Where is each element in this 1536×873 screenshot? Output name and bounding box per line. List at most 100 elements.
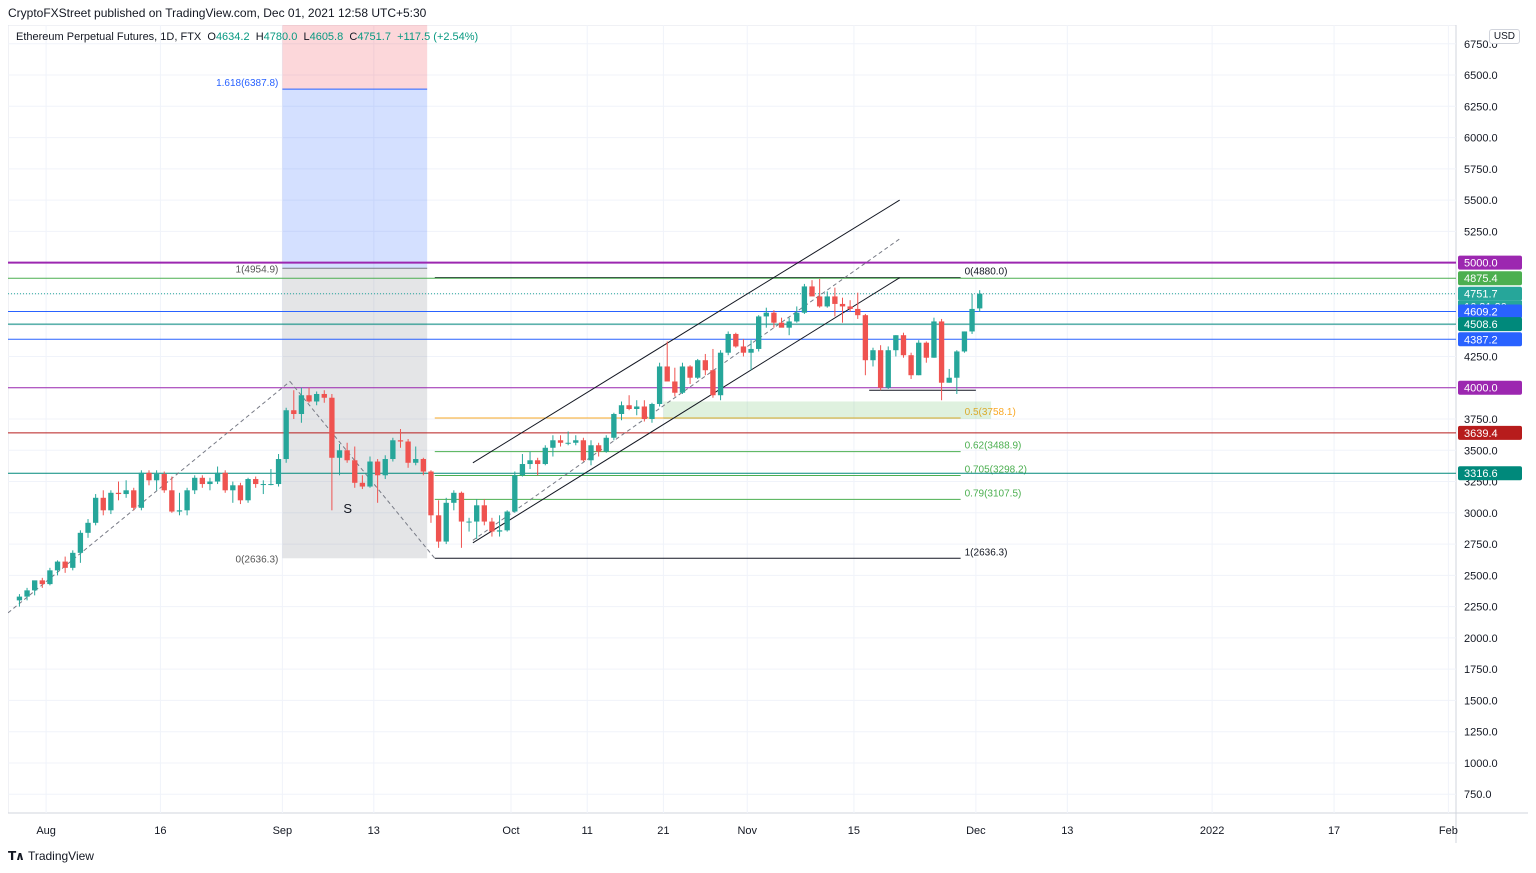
candle-body: [687, 366, 693, 378]
candle-body: [458, 492, 465, 522]
candle-body: [679, 366, 686, 393]
candle-body: [443, 502, 449, 542]
candle-body: [222, 472, 228, 491]
candle-body: [275, 459, 282, 485]
price-badge-label: 5000.0: [1464, 258, 1498, 270]
candle-body: [169, 490, 175, 512]
ohlc-header: Ethereum Perpetual Futures, 1D, FTX O463…: [16, 31, 478, 43]
candle-body: [710, 370, 716, 396]
price-badge: [1458, 286, 1522, 301]
candle-body: [306, 395, 312, 402]
candle-body: [557, 440, 564, 443]
candle-body: [855, 308, 861, 316]
candle-body: [969, 308, 975, 332]
candle-body: [108, 492, 114, 511]
candle-body: [77, 532, 84, 553]
candle-body: [603, 437, 609, 452]
y-tick-label: 1750.0: [1464, 664, 1498, 676]
candle-body: [908, 355, 914, 376]
trend-line-dashed: [289, 381, 436, 559]
candle-body: [641, 406, 648, 419]
candle-body: [85, 522, 91, 533]
currency-badge[interactable]: USD: [1488, 29, 1520, 44]
price-badge-label: 4387.2: [1464, 334, 1498, 346]
candle-body: [207, 481, 213, 485]
candle-body: [92, 497, 99, 523]
candle-body: [824, 296, 830, 307]
y-tick-label: 1000.0: [1464, 758, 1498, 770]
candle-body: [695, 360, 701, 378]
channel-lower: [472, 277, 900, 544]
candle-body: [771, 312, 777, 323]
candle-body: [146, 472, 152, 481]
fib-ret-label: 0(4880.0): [965, 267, 1008, 278]
candle-body: [54, 561, 61, 571]
y-tick-label: 6000.0: [1464, 133, 1498, 145]
candle-body: [390, 440, 396, 460]
x-tick-label: 13: [368, 825, 380, 837]
chart-canvas[interactable]: 750.0 1000.0 1250.0 1500.0 1750.0 2000.0 2250.…: [8, 25, 1528, 843]
candle-body: [534, 460, 541, 465]
price-badge-label: 3316.6: [1464, 468, 1498, 480]
price-badge: [1458, 304, 1522, 319]
ohlc-open-label: O: [207, 31, 216, 43]
candle-body: [405, 441, 411, 463]
x-tick-label: 11: [581, 825, 592, 837]
footer-brand[interactable]: TradingView: [27, 849, 94, 863]
price-badge: [1458, 380, 1522, 395]
candle-body: [435, 515, 442, 542]
candle-body: [428, 471, 434, 516]
price-badge: [1458, 317, 1522, 332]
ohlc-open: 4634.2: [215, 31, 250, 43]
candle-body: [123, 490, 129, 495]
fib-ret-label: 0.705(3298.2): [965, 465, 1027, 476]
candle-body: [725, 333, 731, 353]
y-tick-label: 5500.0: [1464, 195, 1498, 207]
y-tick-label: 3750.0: [1464, 414, 1498, 426]
candle-body: [595, 445, 602, 452]
annotation-label: S: [343, 501, 352, 516]
candle-body: [977, 293, 983, 309]
x-tick-label: 16: [154, 825, 166, 837]
candle-body: [24, 590, 30, 597]
ohlc-high: 4780.0: [263, 31, 298, 43]
candle-body: [321, 393, 327, 398]
y-tick-label: 2750.0: [1464, 539, 1498, 551]
candle-body: [230, 485, 236, 491]
candle-body: [336, 450, 343, 458]
candle-body: [176, 510, 183, 512]
price-badge-label: 3639.4: [1464, 428, 1498, 440]
candle-body: [961, 331, 968, 352]
price-badge: [1458, 425, 1522, 440]
candle-body: [352, 460, 358, 483]
candle-body: [47, 570, 53, 585]
price-badge-label: 4000.0: [1464, 383, 1498, 395]
candle-body: [374, 461, 381, 476]
symbol-title[interactable]: Ethereum Perpetual Futures, 1D, FTX: [16, 31, 202, 43]
candle-body: [382, 459, 388, 476]
candle-body: [298, 395, 305, 414]
price-badge-label: 4508.6: [1464, 319, 1498, 331]
candle-body: [466, 521, 472, 523]
x-tick-label: Dec: [966, 825, 986, 837]
tradingview-logo-icon[interactable]: 𝗧∧: [8, 849, 25, 863]
candle-body: [496, 530, 503, 532]
ohlc-low: 4605.8: [309, 31, 344, 43]
candle-body: [313, 393, 320, 402]
candle-body: [786, 321, 792, 328]
candle-body: [847, 306, 853, 309]
chart-frame[interactable]: 750.0 1000.0 1250.0 1500.0 1750.0 2000.0 2250.…: [8, 25, 1528, 843]
candle-body: [763, 312, 769, 317]
candle-body: [794, 312, 800, 322]
ohlc-low-label: L: [303, 31, 310, 43]
y-tick-label: 5250.0: [1464, 226, 1498, 238]
y-tick-label: 1500.0: [1464, 695, 1498, 707]
fib-ext-zone-grey: [282, 268, 428, 559]
x-tick-label: Aug: [36, 825, 56, 837]
candle-body: [733, 333, 739, 347]
y-tick-label: 6500.0: [1464, 70, 1498, 82]
y-tick-label: 5750.0: [1464, 164, 1498, 176]
candle-body: [504, 511, 510, 531]
candle-body: [862, 315, 869, 361]
candle-body: [115, 492, 122, 495]
